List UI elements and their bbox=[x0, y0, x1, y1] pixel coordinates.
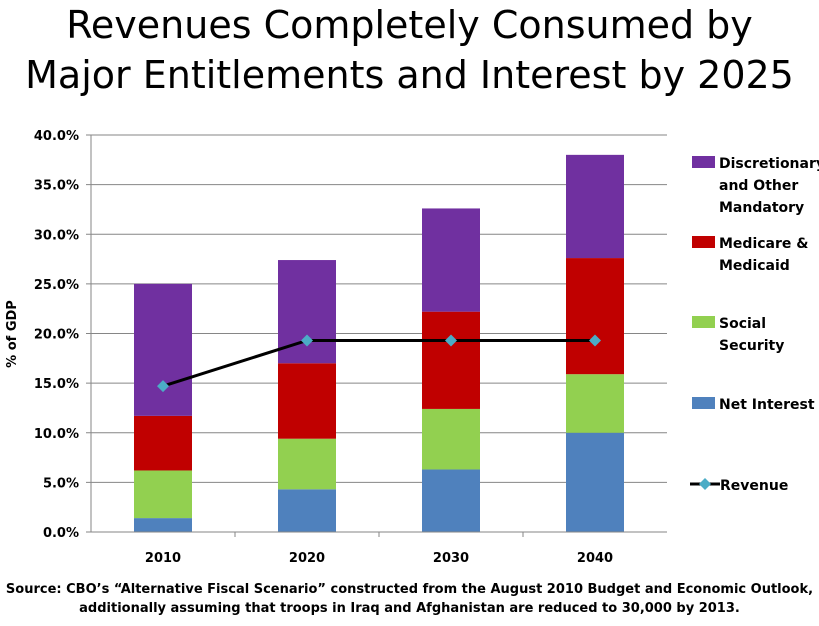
bars bbox=[134, 154, 624, 532]
chart-title-line-2: Major Entitlements and Interest by 2025 bbox=[25, 53, 794, 97]
y-tick-label: 10.0% bbox=[34, 427, 79, 442]
bar-segment bbox=[422, 469, 480, 532]
bar-segment bbox=[566, 258, 624, 375]
revenue-marker bbox=[157, 380, 169, 393]
y-tick-label: 15.0% bbox=[34, 377, 79, 392]
legend-swatch bbox=[692, 156, 715, 168]
legend-marker-swatch bbox=[699, 478, 711, 490]
legend-label: Revenue bbox=[720, 478, 788, 494]
source-line-2: additionally assuming that troops in Ira… bbox=[79, 601, 740, 616]
x-tick-label: 2010 bbox=[145, 551, 181, 566]
legend-label: Medicare & bbox=[719, 236, 808, 252]
legend-swatch bbox=[692, 316, 715, 328]
bar-segment bbox=[422, 208, 480, 312]
source-note: Source: CBO’s “Alternative Fiscal Scenar… bbox=[0, 580, 819, 618]
legend-swatch bbox=[692, 236, 715, 248]
legend-label: Security bbox=[719, 338, 784, 354]
x-tick-label: 2020 bbox=[289, 551, 325, 566]
y-tick-label: 30.0% bbox=[34, 228, 79, 243]
bar-segment bbox=[566, 154, 624, 259]
revenue-line bbox=[157, 334, 601, 393]
bar-segment bbox=[134, 283, 192, 416]
legend-swatch bbox=[692, 397, 715, 409]
bar-segment bbox=[134, 415, 192, 471]
y-axis-label: % of GDP bbox=[5, 300, 20, 368]
y-tick-label: 0.0% bbox=[43, 526, 79, 541]
y-tick-label: 35.0% bbox=[34, 179, 79, 194]
bar-segment bbox=[278, 363, 336, 439]
bar-segment bbox=[422, 408, 480, 470]
revenue-marker bbox=[589, 334, 601, 347]
y-tick-label: 25.0% bbox=[34, 278, 79, 293]
legend-label: Discretionary bbox=[719, 156, 819, 172]
source-line-1: Source: CBO’s “Alternative Fiscal Scenar… bbox=[5, 582, 814, 597]
axes bbox=[90, 135, 667, 533]
legend-label: Mandatory bbox=[719, 200, 804, 216]
legend-label: Medicaid bbox=[719, 258, 790, 274]
bar-segment bbox=[566, 432, 624, 532]
revenue-marker bbox=[301, 334, 313, 347]
legend-label: and Other bbox=[719, 178, 798, 194]
revenue-marker bbox=[445, 334, 457, 347]
bar-segment bbox=[278, 438, 336, 490]
y-axis-ticks: 0.0% 5.0% 10.0% 15.0% 20.0% 25.0% 30.0% 35.0% 40… bbox=[34, 129, 91, 541]
legend-label: Social bbox=[719, 316, 766, 332]
y-tick-label: 5.0% bbox=[43, 476, 79, 491]
bar-segment bbox=[278, 489, 336, 532]
chart-title: Revenues Completely Consumed by Major En… bbox=[0, 0, 819, 100]
x-axis-ticks: 2010 2020 2030 2040 bbox=[145, 532, 613, 566]
y-tick-label: 20.0% bbox=[34, 328, 79, 343]
x-tick-label: 2030 bbox=[433, 551, 469, 566]
y-tick-label: 40.0% bbox=[34, 129, 79, 144]
bar-segment bbox=[566, 374, 624, 433]
x-tick-label: 2040 bbox=[577, 551, 613, 566]
stacked-bar-chart: 0.0% 5.0% 10.0% 15.0% 20.0% 25.0% 30.0% 35.0% 40… bbox=[5, 129, 819, 566]
chart-title-line-1: Revenues Completely Consumed by bbox=[66, 3, 753, 47]
revenue-line-path bbox=[162, 338, 595, 388]
legend: Discretionary and Other Mandatory Medicare … bbox=[690, 156, 819, 494]
bar-segment bbox=[422, 311, 480, 409]
bar-segment bbox=[134, 470, 192, 519]
bar-segment bbox=[134, 518, 192, 532]
legend-label: Net Interest bbox=[719, 397, 815, 413]
